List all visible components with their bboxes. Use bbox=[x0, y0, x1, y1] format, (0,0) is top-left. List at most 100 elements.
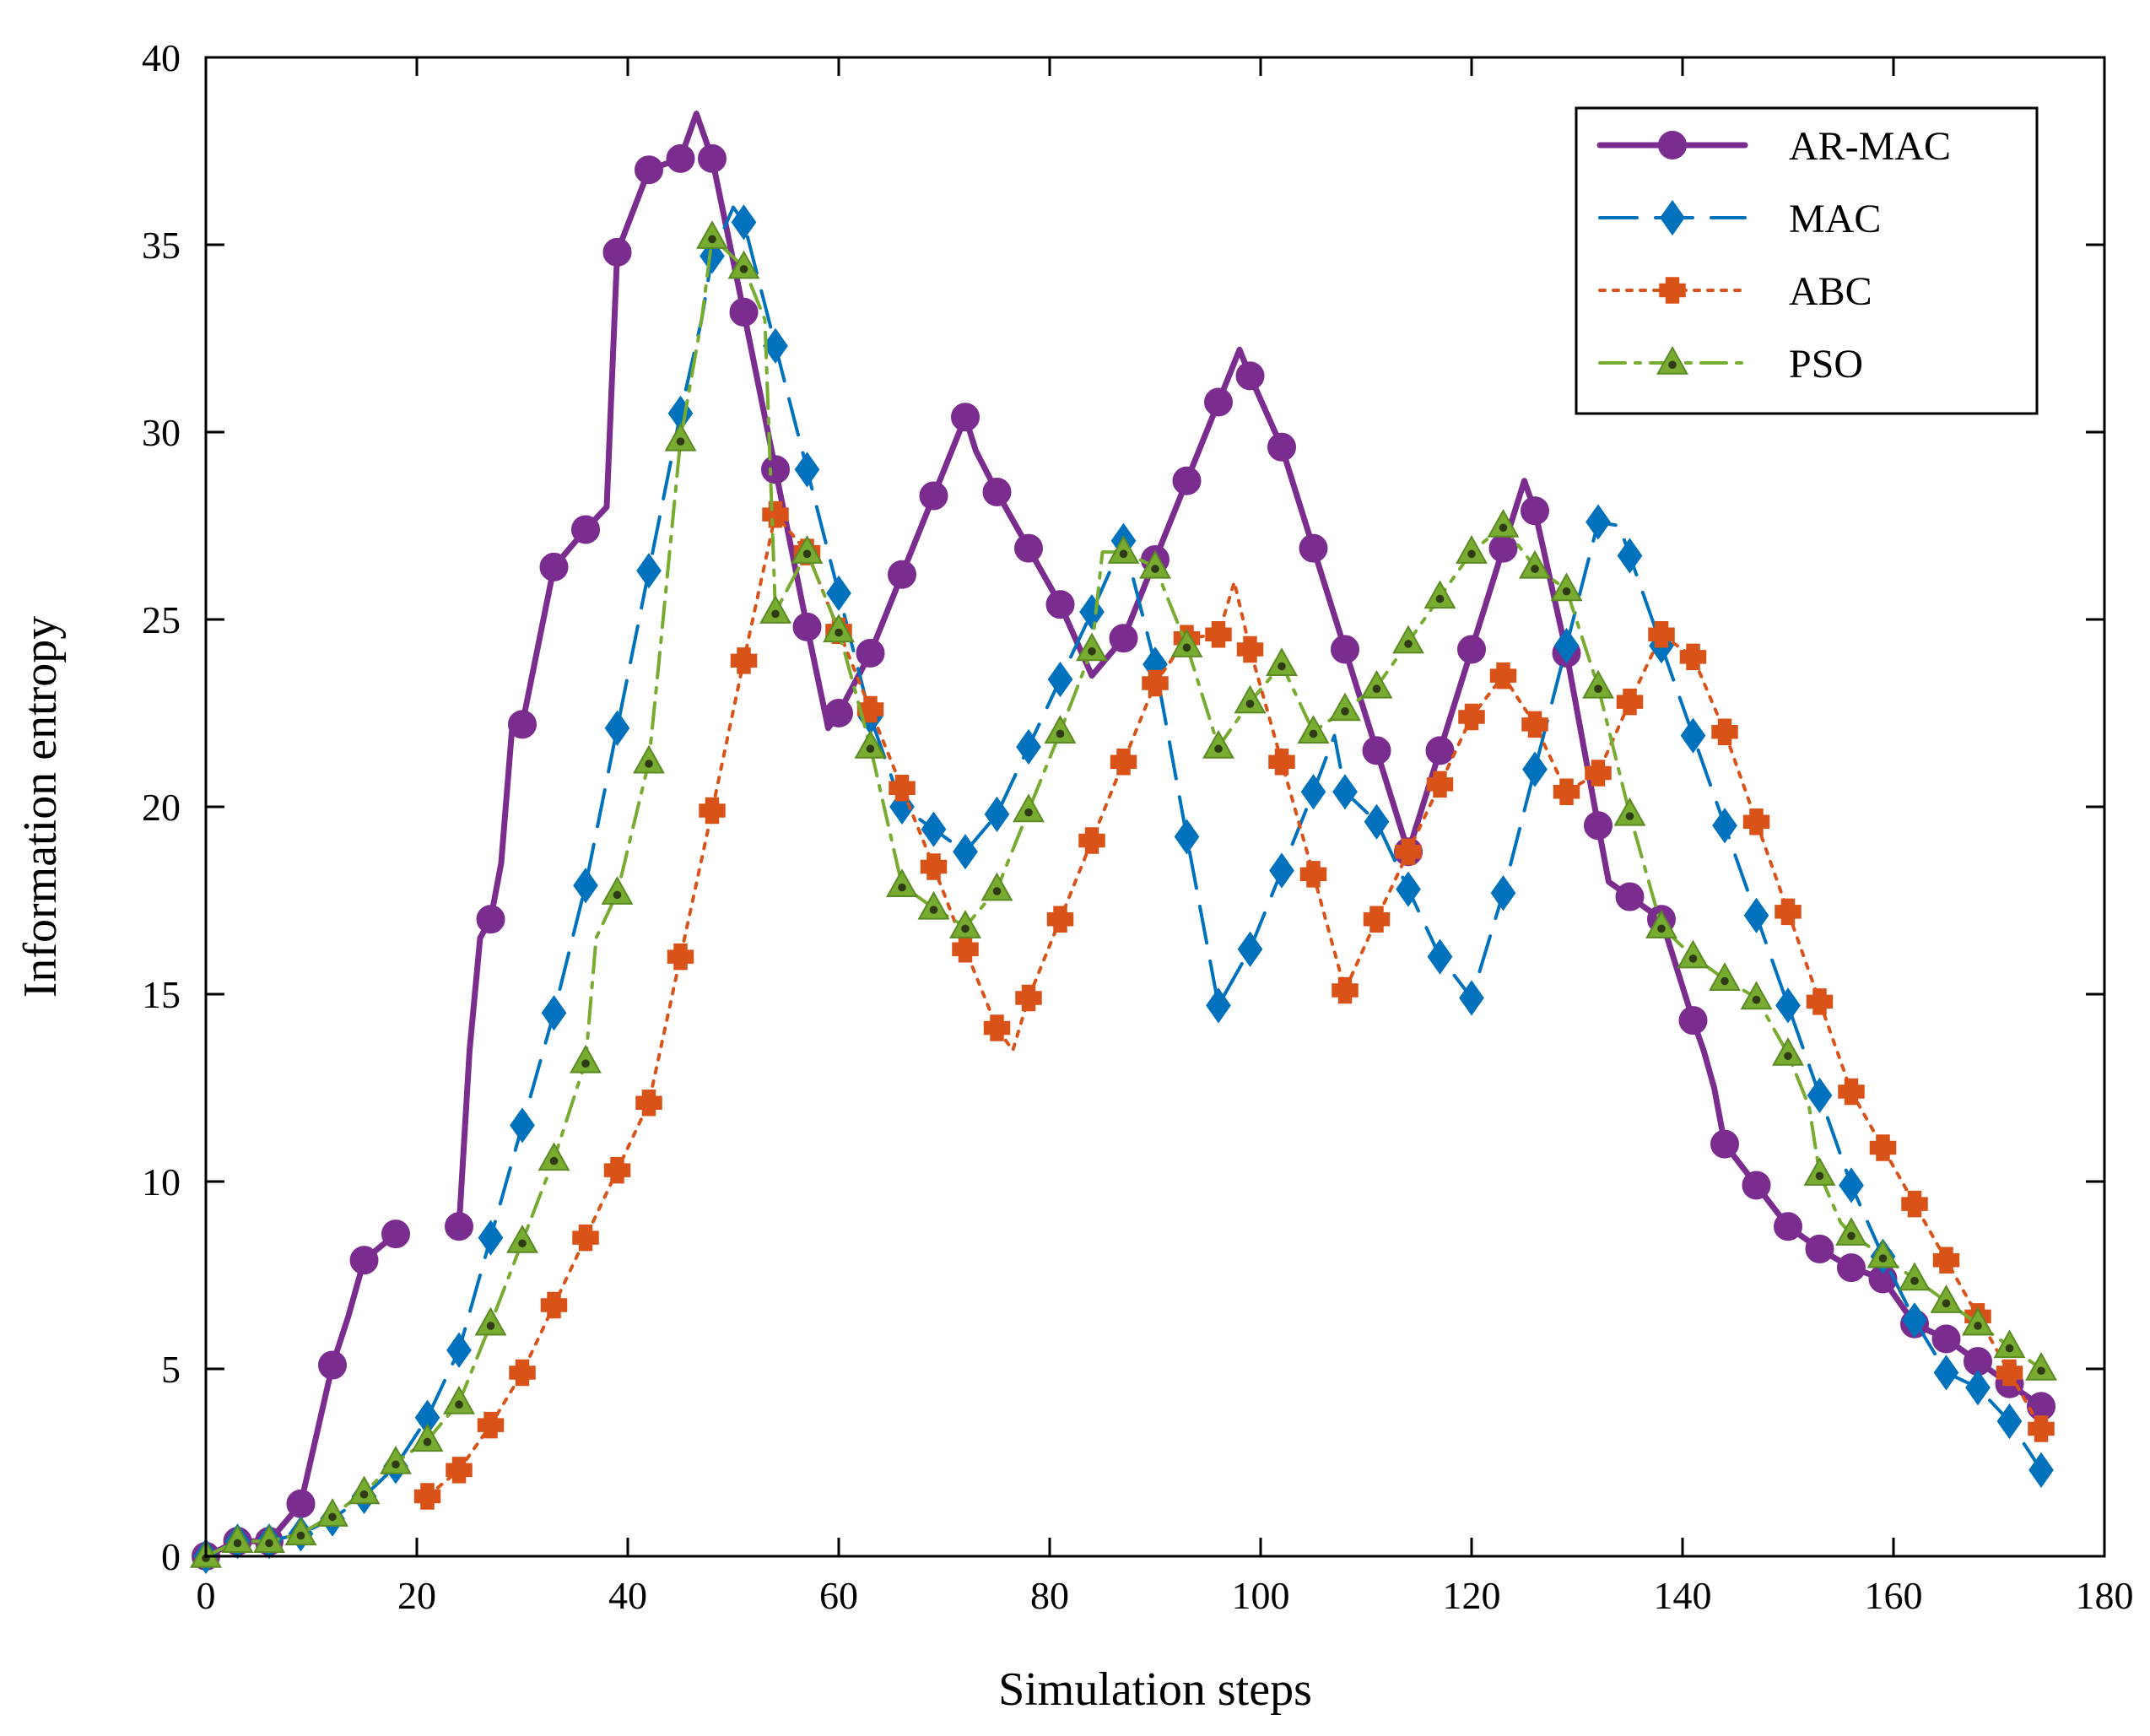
data-point-pso bbox=[1107, 535, 1140, 564]
legend-marker-mac bbox=[1660, 199, 1685, 236]
data-point-pso bbox=[1360, 669, 1393, 699]
y-tick-label: 15 bbox=[142, 973, 181, 1016]
data-point-pso-center bbox=[992, 887, 1002, 895]
data-point-pso bbox=[1266, 647, 1298, 677]
data-point-pso bbox=[601, 876, 634, 905]
y-tick-label: 5 bbox=[161, 1348, 181, 1391]
data-point-abc bbox=[1585, 760, 1612, 787]
data-point-abc bbox=[413, 1483, 441, 1510]
data-point-pso-center bbox=[1088, 646, 1096, 656]
data-point-mac bbox=[763, 327, 788, 364]
data-point-pso bbox=[759, 595, 791, 624]
data-point-pso-shape bbox=[1645, 910, 1677, 938]
data-point-pso-shape bbox=[601, 876, 634, 905]
data-point-mac bbox=[1902, 1302, 1927, 1339]
data-point-pso-shape bbox=[1107, 535, 1140, 564]
data-point-mac bbox=[731, 204, 757, 241]
legend-marker-pso-shape bbox=[1656, 345, 1688, 375]
data-point-pso bbox=[1677, 939, 1710, 969]
x-axis-title: Simulation steps bbox=[998, 1663, 1312, 1716]
data-point-abc bbox=[856, 695, 884, 723]
data-point-abc bbox=[1395, 838, 1422, 866]
x-tick-label: 60 bbox=[819, 1574, 858, 1617]
data-point-pso-shape bbox=[633, 744, 665, 774]
data-point-pso bbox=[664, 422, 697, 452]
legend-label-abc: ABC bbox=[1789, 269, 1872, 314]
data-point-abc bbox=[1078, 827, 1105, 854]
data-point-ar-mac bbox=[508, 710, 537, 739]
data-point-abc bbox=[889, 775, 916, 802]
data-point-pso-shape bbox=[886, 868, 918, 897]
data-point-mac bbox=[636, 553, 662, 589]
data-point-pso-shape bbox=[791, 535, 824, 564]
data-point-pso-center bbox=[1372, 684, 1381, 693]
data-point-mac bbox=[1996, 1403, 2023, 1440]
data-point-abc bbox=[1332, 976, 1359, 1004]
data-point-pso-shape bbox=[1202, 729, 1234, 759]
data-point-pso-center bbox=[739, 265, 748, 273]
data-point-abc bbox=[1015, 984, 1042, 1012]
series-pso bbox=[190, 220, 2057, 1568]
data-point-pso-shape bbox=[1677, 939, 1710, 969]
data-point-pso-center bbox=[1910, 1276, 1919, 1285]
data-point-mac bbox=[604, 710, 630, 746]
data-point-pso-center bbox=[2037, 1366, 2045, 1376]
data-point-pso-center bbox=[1024, 808, 1033, 817]
data-point-abc bbox=[1268, 748, 1295, 776]
y-tick-label: 25 bbox=[142, 598, 181, 641]
data-point-pso-center bbox=[549, 1156, 559, 1165]
legend-item-ar-mac: AR-MAC bbox=[1596, 124, 1951, 169]
data-point-abc bbox=[1711, 718, 1738, 745]
data-point-pso-center bbox=[1625, 812, 1634, 820]
data-point-mac bbox=[573, 868, 598, 904]
data-point-pso bbox=[474, 1306, 507, 1336]
data-point-pso bbox=[727, 250, 760, 279]
data-point-ar-mac bbox=[1615, 882, 1645, 911]
data-point-ar-mac bbox=[602, 237, 632, 267]
data-point-ar-mac bbox=[1331, 635, 1359, 664]
data-point-pso-center bbox=[1182, 643, 1191, 652]
data-point-pso-shape bbox=[1803, 1157, 1836, 1186]
data-point-pso bbox=[1582, 669, 1614, 699]
data-point-pso-shape bbox=[1709, 962, 1741, 991]
data-point-pso bbox=[1772, 1036, 1804, 1066]
data-point-abc bbox=[1489, 662, 1517, 690]
data-point-pso-center bbox=[1942, 1299, 1951, 1308]
data-point-mac bbox=[1680, 717, 1706, 754]
y-tick-label: 0 bbox=[161, 1535, 181, 1578]
data-point-pso bbox=[380, 1445, 412, 1474]
x-tick-label: 140 bbox=[1654, 1574, 1712, 1617]
data-point-mac bbox=[446, 1332, 472, 1368]
data-point-pso-center bbox=[486, 1322, 495, 1330]
data-point-pso-center bbox=[1878, 1254, 1888, 1263]
data-point-pso bbox=[253, 1524, 285, 1553]
x-tick-label: 180 bbox=[2076, 1574, 2134, 1617]
data-point-abc bbox=[1742, 809, 1770, 836]
data-point-pso bbox=[791, 535, 824, 564]
data-point-mac bbox=[1174, 819, 1200, 855]
data-point-pso-shape bbox=[1456, 535, 1488, 564]
data-point-pso-center bbox=[265, 1539, 273, 1548]
data-point-mac bbox=[541, 995, 567, 1031]
data-point-mac bbox=[1206, 987, 1231, 1024]
data-point-pso-center bbox=[961, 924, 970, 933]
data-point-abc bbox=[477, 1411, 505, 1439]
data-point-mac bbox=[794, 452, 820, 488]
data-point-pso bbox=[1202, 729, 1234, 759]
data-point-pso bbox=[1423, 580, 1456, 609]
data-point-pso-shape bbox=[1613, 797, 1646, 826]
data-point-ar-mac bbox=[349, 1246, 379, 1275]
data-point-pso bbox=[1709, 962, 1741, 991]
data-point-mac bbox=[1364, 803, 1390, 840]
data-point-pso bbox=[506, 1224, 538, 1253]
data-point-pso-center bbox=[1309, 729, 1318, 738]
series-line-abc bbox=[425, 512, 2043, 1498]
data-point-pso-center bbox=[518, 1239, 527, 1248]
data-point-pso-center bbox=[645, 760, 653, 768]
data-point-abc bbox=[1648, 621, 1675, 648]
data-point-ar-mac bbox=[539, 552, 569, 581]
data-point-ar-mac bbox=[1172, 466, 1202, 495]
data-point-pso bbox=[1899, 1262, 1931, 1291]
data-point-pso bbox=[1234, 684, 1267, 714]
data-point-ar-mac bbox=[824, 699, 853, 727]
